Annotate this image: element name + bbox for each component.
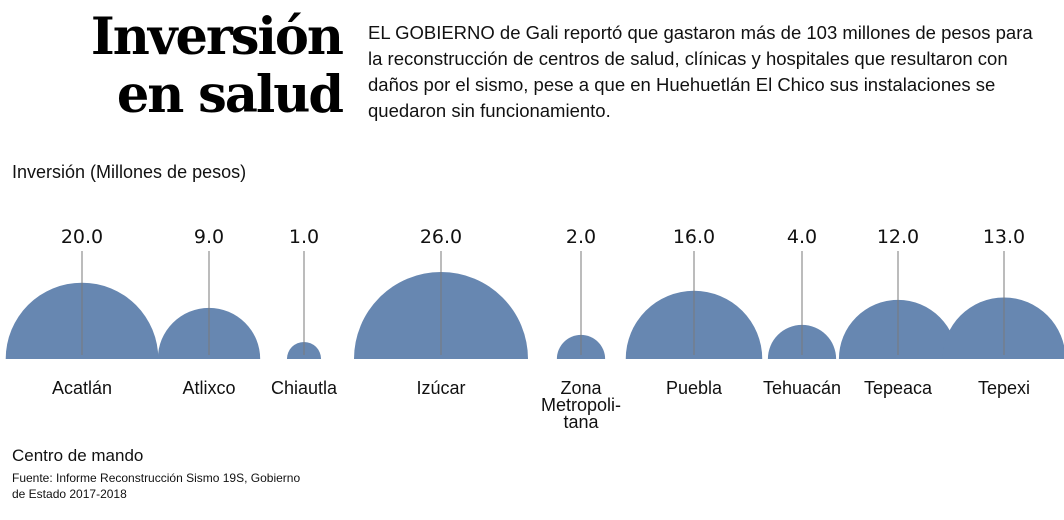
title-line-2: en salud (116, 65, 344, 125)
value-label-chiautla: 1.0 (289, 226, 319, 248)
value-label-iz-car: 26.0 (420, 226, 462, 248)
category-label-atlixco: Atlixco (182, 378, 235, 398)
page-title: Inversión en salud (80, 7, 344, 125)
title-line-1: Inversión (90, 7, 344, 67)
category-label-tepexi: Tepexi (978, 378, 1030, 398)
bubble-tepexi (942, 297, 1064, 359)
bubble-chart: 20.0 Acatlán 9.0 Atlixco 1.0 Chiautla 26.0 Izúc… (5, 226, 1064, 432)
category-label-tehuac-n: Tehuacán (763, 378, 841, 398)
category-label-acatl-n: Acatlán (52, 378, 112, 398)
value-label-puebla: 16.0 (673, 226, 715, 248)
chart-axis-label: Inversión (Millones de pesos) (12, 162, 247, 182)
value-label-tehuac-n: 4.0 (787, 226, 817, 248)
source-note: Fuente: Informe Reconstrucción Sismo 19S… (12, 471, 301, 501)
value-label-zona-metropolitana: 2.0 (566, 226, 596, 248)
value-label-atlixco: 9.0 (194, 226, 224, 248)
category-label-tepeaca: Tepeaca (864, 378, 933, 398)
category-label-puebla: Puebla (666, 378, 723, 398)
value-label-tepeaca: 12.0 (877, 226, 919, 248)
section-label: Centro de mando (12, 446, 144, 465)
category-label-zona-metropolitana: Zona Metropoli-tana (541, 378, 621, 432)
value-label-acatl-n: 20.0 (61, 226, 103, 248)
value-label-tepexi: 13.0 (983, 226, 1025, 248)
category-label-iz-car: Izúcar (416, 378, 465, 398)
intro-paragraph: EL GOBIERNO de Gali reportó que gastaron… (368, 22, 1033, 121)
category-label-chiautla: Chiautla (271, 378, 338, 398)
